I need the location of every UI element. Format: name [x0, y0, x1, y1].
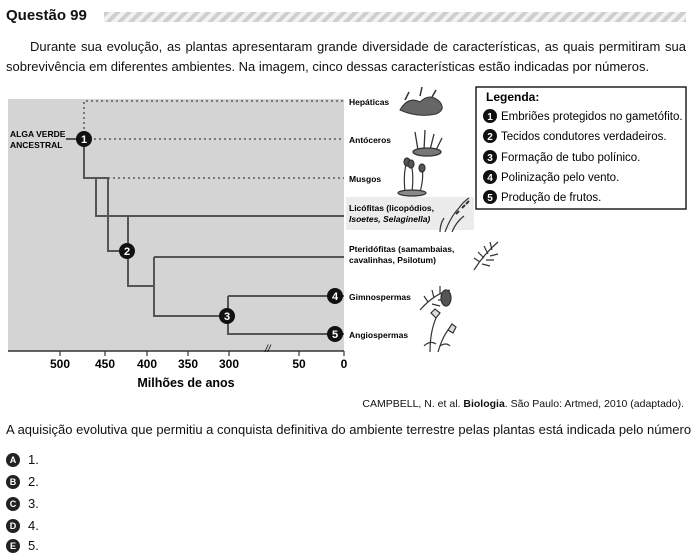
answer-option-b[interactable]: B 2.: [6, 474, 39, 489]
taxon-label-licofitas-line1: Licófitas (licopódios,: [349, 203, 434, 213]
branch-euphyllophytes: [127, 216, 154, 287]
axis-tick-50: 50: [292, 357, 306, 371]
svg-text:4: 4: [332, 291, 339, 303]
answer-option-e[interactable]: E 5.: [6, 538, 39, 553]
tree-background: [8, 99, 344, 351]
option-letter-badge: E: [6, 538, 20, 553]
svg-text:1: 1: [81, 134, 87, 146]
answer-option-c[interactable]: C 3.: [6, 496, 39, 511]
branch-vascular-stem: [96, 177, 128, 252]
svg-text:1: 1: [487, 112, 493, 123]
svg-text:4: 4: [487, 173, 493, 184]
taxon-label-gimnospermas: Gimnospermas: [349, 292, 411, 302]
legend-item-1: 1 Embriões protegidos no gametófito.: [483, 109, 683, 123]
svg-text:3: 3: [224, 311, 230, 323]
node-marker-5: 5: [327, 326, 343, 342]
angiosperma-plant-icon: [423, 308, 457, 353]
hepatica-plant-icon: [399, 86, 443, 116]
pteridofita-plant-icon: [473, 241, 499, 271]
svg-text:Polinização pelo vento.: Polinização pelo vento.: [501, 172, 619, 184]
intro-paragraph: Durante sua evolução, as plantas apresen…: [6, 39, 686, 74]
axis-tick-0: 0: [341, 357, 348, 371]
licofita-plant-icon: [439, 197, 470, 233]
axis-title: Milhões de anos: [137, 376, 234, 390]
option-text: 5.: [28, 538, 39, 553]
option-letter-badge: D: [6, 518, 20, 533]
option-text: 4.: [28, 518, 39, 533]
option-text: 2.: [28, 474, 39, 489]
node-marker-2: 2: [119, 243, 135, 259]
axis-tick-500: 500: [50, 357, 70, 371]
taxon-label-angiospermas: Angiospermas: [349, 330, 408, 340]
option-letter-badge: A: [6, 452, 20, 467]
svg-text:Tecidos condutores verdadeiros: Tecidos condutores verdadeiros.: [501, 131, 667, 143]
axis-tick-350: 350: [178, 357, 198, 371]
answer-option-a[interactable]: A 1.: [6, 452, 39, 467]
figure-citation: CAMPBELL, N. et al. Biologia. São Paulo:…: [362, 398, 684, 410]
ancestor-label-line2: ANCESTRAL: [10, 140, 62, 150]
taxon-label-pteridofitas-line2: cavalinhas, Psilotum): [349, 255, 436, 265]
legend-item-3: 3 Formação de tubo polínico.: [483, 150, 640, 164]
svg-text:2: 2: [124, 246, 130, 258]
svg-text:Formação de tubo polínico.: Formação de tubo polínico.: [501, 152, 640, 164]
time-axis: // 500 450 400 350 300 50 0 Milhões de a…: [8, 344, 348, 390]
option-letter-badge: C: [6, 496, 20, 511]
gimnosperma-plant-icon: [419, 286, 452, 311]
legend-item-2: 2 Tecidos condutores verdadeiros.: [483, 129, 667, 143]
option-text: 3.: [28, 496, 39, 511]
taxon-label-pteridofitas-line1: Pteridófitas (samambaias,: [349, 244, 454, 254]
musgo-plant-icon: [397, 157, 427, 197]
legend-item-4: 4 Polinização pelo vento.: [483, 170, 619, 184]
svg-text:Produção de frutos.: Produção de frutos.: [501, 192, 601, 204]
bryophyte-dotted-branches: [83, 100, 344, 179]
legend-item-5: 5 Produção de frutos.: [483, 190, 601, 204]
taxon-label-licofitas-line2: Isoetes, Selaginella): [349, 214, 430, 224]
option-text: 1.: [28, 452, 39, 467]
title-stripe-decoration: [104, 12, 686, 22]
branch-seed-plants: [153, 257, 228, 317]
option-letter-badge: B: [6, 474, 20, 489]
svg-text:3: 3: [487, 153, 493, 164]
svg-text:Embriões protegidos no gametóf: Embriões protegidos no gametófito.: [501, 111, 683, 123]
node-marker-3: 3: [219, 308, 235, 324]
branch-hepaticas: [83, 100, 344, 139]
antoceros-plant-icon: [412, 129, 443, 157]
phylogenetic-tree-figure: ALGA VERDE ANCESTRAL 1 2 3 4 5 Hepáticas…: [8, 86, 687, 390]
tree-solid-branches: [83, 139, 344, 335]
legend-title: Legenda:: [486, 90, 539, 104]
axis-break-mark: //: [264, 344, 272, 355]
node-marker-4: 4: [327, 288, 343, 304]
legend-box: Legenda: 1 Embriões protegidos no gametó…: [475, 86, 687, 210]
node-marker-1: 1: [76, 131, 92, 147]
taxon-label-hepaticas: Hepáticas: [349, 97, 389, 107]
question-title: Questão 99: [6, 7, 87, 24]
svg-text:5: 5: [332, 329, 338, 341]
answer-option-d[interactable]: D 4.: [6, 518, 39, 533]
taxon-label-antoceros: Antóceros: [349, 135, 391, 145]
svg-text:5: 5: [487, 193, 493, 204]
taxon-label-musgos: Musgos: [349, 174, 381, 184]
axis-tick-400: 400: [137, 357, 157, 371]
axis-tick-300: 300: [219, 357, 239, 371]
axis-tick-450: 450: [95, 357, 115, 371]
licofitas-label-background: [346, 197, 474, 230]
svg-text:2: 2: [487, 132, 493, 143]
ancestor-label-line1: ALGA VERDE: [10, 129, 66, 139]
question-stem: A aquisição evolutiva que permitiu a con…: [6, 422, 692, 437]
